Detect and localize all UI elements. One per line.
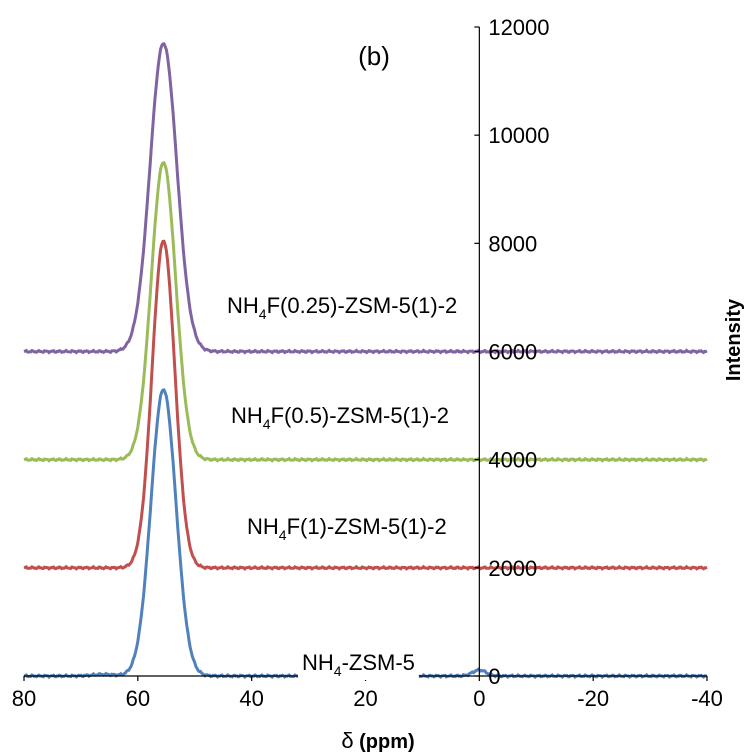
y-tick-label: 6000 xyxy=(488,340,537,365)
series-label-bg xyxy=(227,399,454,433)
x-tick-label: 40 xyxy=(239,686,263,711)
x-tick-label: -20 xyxy=(577,686,609,711)
series-label-bg xyxy=(298,646,419,680)
x-axis-title: δ (ppm) xyxy=(341,728,414,753)
y-axis-ticks: 0 2000 4000 6000 8000 10000 12000 xyxy=(474,15,550,689)
x-axis-title-unit: (ppm) xyxy=(354,731,415,753)
y-tick-label: 8000 xyxy=(488,231,537,256)
x-tick-label: 0 xyxy=(473,686,485,711)
series-label-nh4: NH4-ZSM-5 xyxy=(302,650,415,679)
x-tick-label: 20 xyxy=(353,686,377,711)
panel-label: (b) xyxy=(358,41,390,71)
x-axis-ticks: 80 60 40 20 0 -20 -40 xyxy=(12,676,723,711)
spectrum-line-f025 xyxy=(23,42,708,355)
spectra-layer xyxy=(23,42,708,680)
spectrum-line-f05 xyxy=(23,161,708,463)
y-tick-label: 12000 xyxy=(488,15,549,40)
y-tick-label: 2000 xyxy=(488,556,537,581)
y-axis-title: Intensity xyxy=(723,298,745,381)
y-tick-label: 4000 xyxy=(488,448,537,473)
series-labels: NH4-ZSM-5 NH4F(1)-ZSM-5(1)-2 NH4F(0.5)-ZSM… xyxy=(223,289,462,680)
x-tick-label: -40 xyxy=(691,686,723,711)
series-label-f05: NH4F(0.5)-ZSM-5(1)-2 xyxy=(231,403,449,432)
x-axis-title-symbol: δ xyxy=(341,728,353,753)
spectrum-line-f1 xyxy=(23,239,708,571)
x-tick-label: 60 xyxy=(126,686,150,711)
y-tick-label: 0 xyxy=(488,664,500,689)
series-label-bg xyxy=(243,510,451,544)
series-label-bg xyxy=(223,289,462,323)
x-tick-label: 80 xyxy=(12,686,36,711)
series-label-f025: NH4F(0.25)-ZSM-5(1)-2 xyxy=(227,293,457,322)
y-tick-label: 10000 xyxy=(488,123,549,148)
series-label-f1: NH4F(1)-ZSM-5(1)-2 xyxy=(247,514,447,543)
